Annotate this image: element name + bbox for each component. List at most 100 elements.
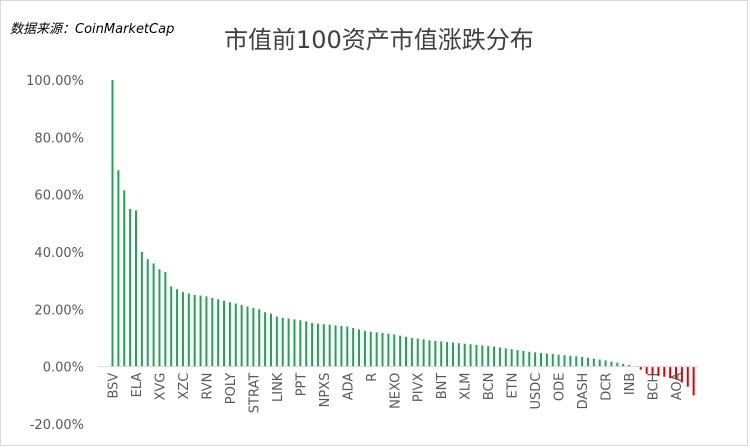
bar <box>475 344 478 367</box>
bar <box>146 259 149 367</box>
x-tick-label: NEXO <box>388 373 403 409</box>
x-tick-label: NPXS <box>318 373 333 408</box>
bar <box>129 209 132 367</box>
bar <box>422 339 425 367</box>
bar <box>522 350 525 367</box>
bar <box>399 335 402 367</box>
x-tick-label: ADA <box>341 373 356 401</box>
bar <box>293 319 296 367</box>
bar <box>628 364 631 367</box>
bar <box>469 344 472 367</box>
bar <box>575 356 578 367</box>
bar <box>545 353 548 367</box>
bar <box>176 289 179 367</box>
bar <box>405 336 407 367</box>
x-tick-label: USDC <box>529 373 544 410</box>
bar <box>675 366 678 380</box>
bar <box>152 263 155 367</box>
bar <box>651 366 654 376</box>
bar <box>375 332 378 367</box>
bar <box>123 190 126 367</box>
y-tick-label: 80.00% <box>34 131 84 146</box>
bar <box>181 292 184 367</box>
x-tick-label: XVG <box>153 373 168 401</box>
bar <box>140 252 143 367</box>
x-tick-label: DCR <box>600 373 615 401</box>
x-tick-label: DASH <box>576 373 591 410</box>
bar <box>557 354 560 367</box>
bar <box>604 360 607 367</box>
x-tick-label: BCN <box>482 373 497 401</box>
bar <box>275 316 278 367</box>
bar <box>393 334 396 367</box>
x-tick-label: ODE <box>553 373 568 401</box>
bar <box>117 170 120 367</box>
bar <box>622 363 625 367</box>
bar <box>410 338 413 367</box>
x-tick-label: RVN <box>200 373 215 400</box>
bar <box>510 349 513 367</box>
bar <box>258 309 261 367</box>
bar <box>299 320 302 367</box>
bar <box>669 366 672 379</box>
bar <box>170 286 173 367</box>
bar <box>269 313 272 367</box>
bar <box>387 333 390 367</box>
bar <box>416 338 419 367</box>
bar <box>252 307 255 367</box>
bar <box>663 366 666 377</box>
bar <box>363 330 366 367</box>
y-axis-ticks: -20.00% 0.00% 20.00% 40.00% 60.00% 80.00% 100.… <box>26 74 84 433</box>
bar <box>680 366 683 383</box>
bar <box>158 269 161 367</box>
bar <box>487 346 490 367</box>
x-tick-label: LINK <box>271 372 286 402</box>
bar <box>457 343 460 367</box>
bar <box>311 323 314 367</box>
bar <box>381 332 384 367</box>
bar <box>610 361 613 367</box>
y-tick-label: 40.00% <box>34 246 84 261</box>
bar <box>164 272 167 367</box>
bar <box>287 318 290 367</box>
x-axis-ticks: BSV ELA XVG XZC RVN POLY STRAT LINK PPT NPXS ADA R N… <box>107 372 686 413</box>
bar <box>504 348 507 367</box>
bar <box>246 306 249 367</box>
x-tick-label: POLY <box>224 373 239 405</box>
bar <box>481 345 484 367</box>
bar <box>586 357 589 367</box>
x-tick-label: XZC <box>177 373 192 400</box>
bar <box>534 352 537 367</box>
bar <box>528 351 531 367</box>
bar <box>657 366 660 376</box>
bar <box>598 359 601 367</box>
bar <box>692 366 695 396</box>
y-tick-label: 0.00% <box>43 361 84 376</box>
bars <box>111 80 695 396</box>
bar <box>223 300 226 367</box>
bar <box>369 331 372 367</box>
bar <box>187 293 190 367</box>
bar <box>446 342 449 367</box>
bar <box>428 340 431 367</box>
bar <box>111 80 114 367</box>
bar <box>340 325 343 367</box>
bar <box>498 347 501 367</box>
x-tick-label: ELA <box>130 373 145 398</box>
bar <box>328 324 331 367</box>
x-tick-label: BCH <box>647 373 662 401</box>
x-tick-label: BSV <box>107 373 122 399</box>
chart-title: 市值前100资产市值涨跌分布 <box>224 26 534 54</box>
x-tick-label: INB <box>623 373 638 395</box>
x-tick-label: AOA <box>670 373 685 401</box>
bar <box>134 210 137 367</box>
bar <box>551 354 554 367</box>
bar <box>686 366 689 387</box>
bar <box>217 299 220 367</box>
bar <box>316 323 319 367</box>
bar <box>639 366 642 370</box>
bar <box>234 303 237 367</box>
bar <box>540 352 543 367</box>
bar <box>451 342 454 367</box>
